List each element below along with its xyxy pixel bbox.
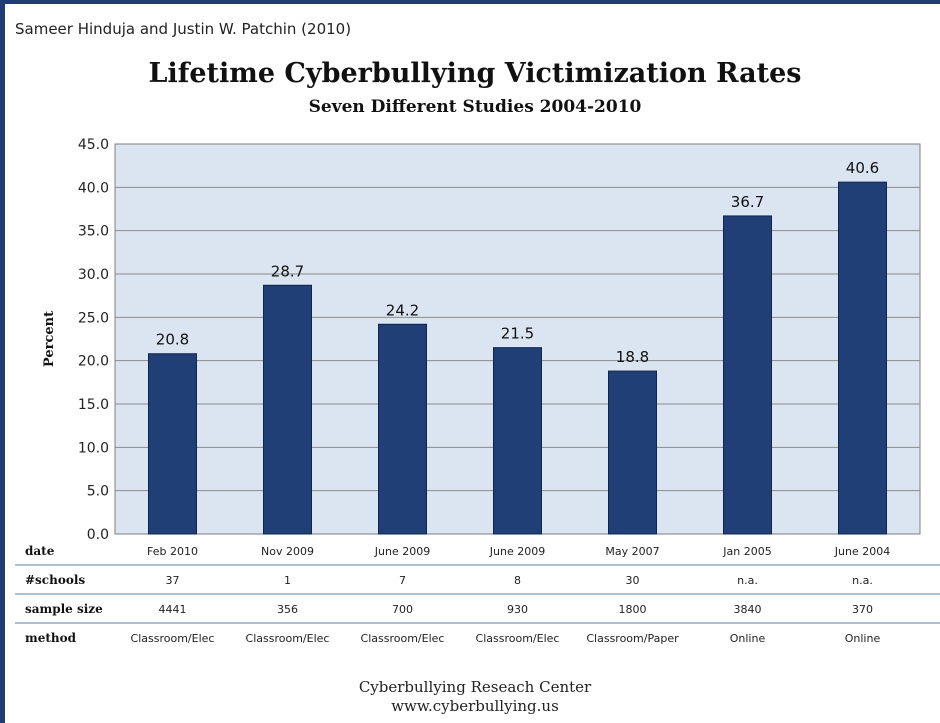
table-cell: 700: [392, 603, 413, 616]
bar: [723, 215, 772, 535]
data-label: 24.2: [386, 301, 419, 319]
table-cell: 356: [277, 603, 298, 616]
footer-website: www.cyberbullying.us: [391, 697, 559, 715]
table-cell: 7: [399, 574, 406, 587]
data-label: 20.8: [156, 331, 189, 349]
y-tick-label: 25.0: [78, 310, 109, 326]
y-tick-label: 20.0: [78, 354, 109, 370]
y-tick-label: 15.0: [78, 397, 109, 413]
table-cell: Classroom/Paper: [586, 632, 679, 645]
attribution: Sameer Hinduja and Justin W. Patchin (20…: [15, 20, 352, 38]
y-tick-label: 0.0: [87, 527, 109, 543]
bar: [608, 370, 657, 535]
bar: [838, 181, 887, 535]
table-row-label: #schools: [25, 573, 85, 587]
table-cell: Classroom/Elec: [131, 632, 215, 645]
table-cell: Classroom/Elec: [246, 632, 330, 645]
table-cell: 1: [284, 574, 291, 587]
table-cell: 3840: [734, 603, 762, 616]
data-label: 18.8: [616, 348, 649, 366]
table-cell: June 2009: [489, 545, 545, 558]
table-cell: May 2007: [605, 545, 659, 558]
footer-organization: Cyberbullying Reseach Center: [358, 678, 592, 696]
bar: [493, 347, 542, 535]
table-cell: Nov 2009: [261, 545, 314, 558]
data-label: 28.7: [271, 262, 304, 280]
data-label: 21.5: [501, 325, 534, 343]
y-tick-label: 40.0: [78, 180, 109, 196]
table-cell: Feb 2010: [147, 545, 198, 558]
bar-chart: 0.0 5.0 10.0 15.0 20.0 25.0 30.0 35.0 40.0 45.0 Pe…: [15, 137, 940, 645]
y-tick-label: 10.0: [78, 440, 109, 456]
table-cell: Classroom/Elec: [361, 632, 445, 645]
table-cell: n.a.: [737, 574, 758, 587]
table-cell: n.a.: [852, 574, 873, 587]
table-cell: Online: [845, 632, 881, 645]
data-label: 36.7: [731, 193, 764, 211]
table-cell: Classroom/Elec: [476, 632, 560, 645]
bar: [148, 353, 197, 535]
chart-subtitle: Seven Different Studies 2004-2010: [308, 97, 642, 117]
data-label: 40.6: [846, 159, 879, 177]
y-tick-label: 35.0: [78, 224, 109, 240]
table-row-label: method: [25, 631, 77, 645]
y-tick-label: 30.0: [78, 267, 109, 283]
table-cell: 4441: [159, 603, 187, 616]
table-cell: Jan 2005: [722, 545, 771, 558]
table-row-label: date: [25, 544, 55, 558]
y-tick-label: 45.0: [78, 137, 109, 153]
table-cell: 37: [166, 574, 180, 587]
y-axis-label: Percent: [42, 311, 57, 367]
table-cell: 30: [626, 574, 640, 587]
y-tick-label: 5.0: [87, 484, 109, 500]
table-cell: 8: [514, 574, 521, 587]
table-cell: 1800: [619, 603, 647, 616]
table-row-label: sample size: [25, 602, 103, 616]
table-cell: June 2009: [374, 545, 430, 558]
table-cell: 370: [852, 603, 873, 616]
chart-title: Lifetime Cyberbullying Victimization Rat…: [148, 58, 802, 89]
bar: [263, 284, 312, 535]
bar: [378, 323, 427, 535]
table-cell: 930: [507, 603, 528, 616]
table-cell: Online: [730, 632, 766, 645]
table-cell: June 2004: [834, 545, 890, 558]
